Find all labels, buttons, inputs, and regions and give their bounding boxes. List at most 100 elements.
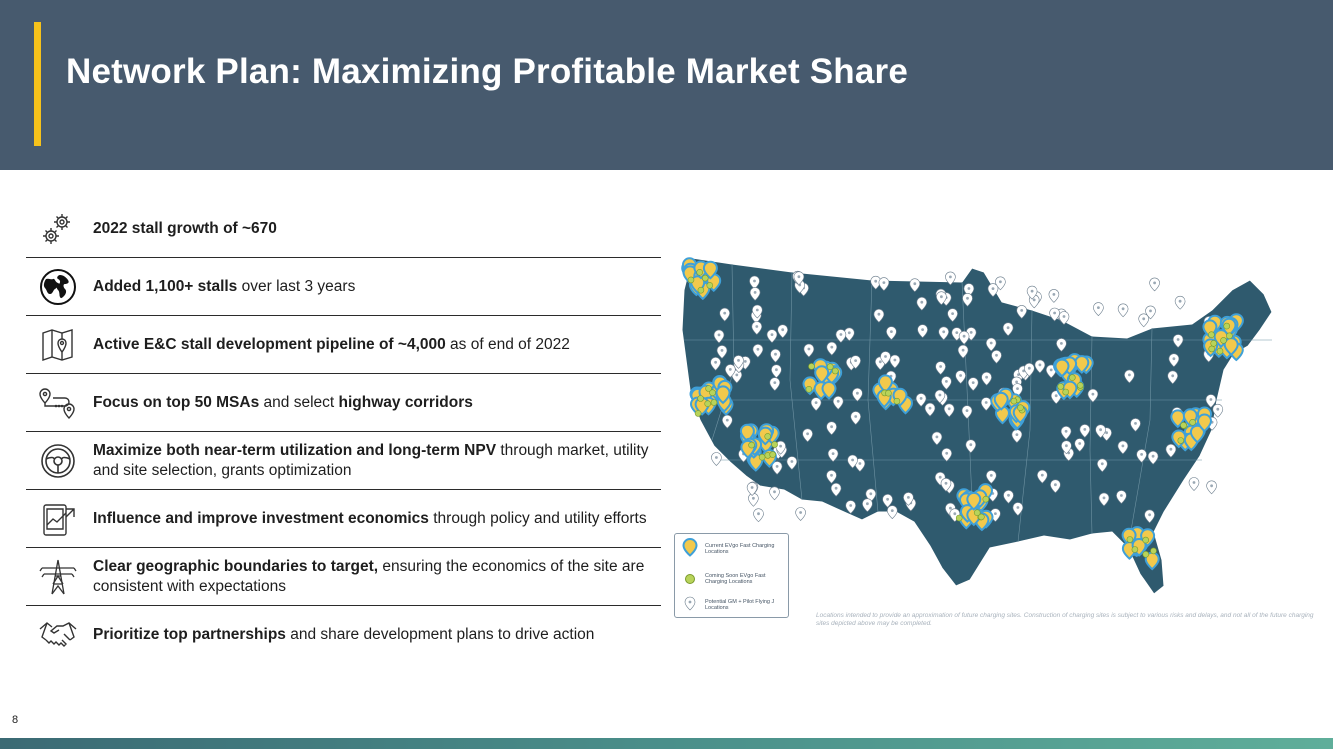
potential-location-pin: [1206, 480, 1218, 495]
footer-bar: [0, 738, 1333, 749]
coming-soon-location-dot: [697, 286, 705, 294]
potential-location-pin: [1092, 302, 1104, 317]
potential-location-pin: [1149, 277, 1161, 292]
coming-soon-location-dot: [694, 410, 702, 417]
coming-soon-location-dot: [826, 363, 834, 370]
us-map-shape: [681, 257, 1273, 595]
potential-location-pin: [769, 486, 780, 501]
coming-soon-location-dot: [1017, 404, 1024, 411]
coming-soon-location-dot: [973, 509, 981, 517]
item-text: Active E&C stall development pipeline of…: [93, 335, 570, 353]
coming-soon-location-dot: [1126, 536, 1134, 543]
globe-icon: [34, 265, 82, 309]
potential-location-pin: [1048, 288, 1060, 303]
current-location-icon: [681, 538, 699, 560]
us-map-graphic: [681, 257, 1273, 595]
coming-soon-location-dot: [1223, 322, 1231, 330]
list-item: Focus on top 50 MSAs and select highway …: [26, 374, 661, 432]
coming-soon-location-dot: [1208, 331, 1215, 338]
map-legend: Current EVgo Fast Charging Locations Com…: [674, 533, 789, 618]
coming-soon-location-dot: [709, 389, 716, 396]
power-tower-icon: [34, 555, 82, 599]
list-item: Influence and improve investment economi…: [26, 490, 661, 548]
coming-soon-location-dot: [771, 441, 778, 448]
strategy-list: 2022 stall growth of ~670 Added 1,100+ s…: [26, 200, 661, 664]
coming-soon-location-icon: [681, 568, 699, 590]
list-item: 2022 stall growth of ~670: [26, 200, 661, 258]
coming-soon-location-dot: [1142, 550, 1150, 558]
coming-soon-location-dot: [885, 389, 892, 397]
coming-soon-location-dot: [705, 385, 712, 392]
accent-bar: [34, 22, 41, 146]
handshake-icon: [34, 613, 82, 657]
coming-soon-location-dot: [1210, 340, 1218, 347]
charging-pins: [681, 257, 1244, 571]
potential-location-pin: [1117, 303, 1129, 318]
item-text: Added 1,100+ stalls over last 3 years: [93, 277, 356, 295]
coming-soon-location-dot: [704, 400, 712, 407]
coming-soon-location-dot: [697, 395, 704, 402]
map-disclaimer: Locations intended to provide an approxi…: [816, 612, 1314, 627]
tablet-chart-icon: [34, 497, 82, 541]
coming-soon-location-dot: [1142, 536, 1150, 544]
legend-potential-label: Potential GM + Pilot Flying J Locations: [705, 598, 775, 612]
coming-soon-location-dot: [1208, 345, 1216, 353]
route-icon: [34, 381, 82, 425]
coming-soon-location-dot: [687, 276, 695, 284]
coming-soon-location-dot: [706, 282, 714, 289]
coming-soon-location-dot: [1189, 419, 1196, 426]
coming-soon-location-dot: [769, 451, 776, 458]
coming-soon-location-dot: [805, 386, 813, 393]
potential-location-icon: [681, 594, 699, 616]
item-text: Focus on top 50 MSAs and select highway …: [93, 393, 473, 411]
coming-soon-location-dot: [955, 514, 963, 522]
page-title: Network Plan: Maximizing Profitable Mark…: [66, 52, 909, 91]
item-text: 2022 stall growth of ~670: [93, 219, 277, 237]
item-text: Influence and improve investment economi…: [93, 509, 647, 527]
steering-wheel-icon: [34, 439, 82, 483]
potential-location-pin: [1174, 295, 1186, 310]
gears-icon: [34, 207, 82, 251]
legend-coming-soon-label: Coming Soon EVgo Fast Charging Locations: [705, 572, 766, 586]
coming-soon-location-dot: [893, 397, 901, 405]
coming-soon-location-dot: [832, 367, 839, 375]
coming-soon-location-dot: [1216, 347, 1224, 355]
coming-soon-location-dot: [758, 453, 766, 461]
coming-soon-location-dot: [808, 363, 815, 370]
coming-soon-location-dot: [1177, 437, 1185, 444]
potential-location-pin: [1188, 477, 1200, 491]
coming-soon-location-dot: [1057, 383, 1065, 390]
potential-location-pin: [886, 505, 898, 520]
coming-soon-location-dot: [696, 268, 704, 276]
coming-soon-location-dot: [1010, 397, 1018, 405]
coming-soon-location-dot: [1062, 388, 1070, 396]
list-item: Prioritize top partnerships and share de…: [26, 606, 661, 664]
potential-location-pin: [753, 508, 764, 523]
us-charging-map: [672, 250, 1284, 605]
list-item: Maximize both near-term utilization and …: [26, 432, 661, 490]
coming-soon-location-dot: [710, 399, 718, 406]
coming-soon-location-dot: [1068, 374, 1076, 381]
coming-soon-location-dot: [978, 513, 985, 521]
item-text: Prioritize top partnerships and share de…: [93, 626, 595, 643]
item-text: Maximize both near-term utilization and …: [93, 441, 649, 479]
legend-current-label: Current EVgo Fast Charging Locations: [705, 542, 775, 556]
potential-location-pin: [710, 452, 722, 466]
list-item: Active E&C stall development pipeline of…: [26, 316, 661, 374]
legend-coming-soon: Coming Soon EVgo Fast Charging Locations: [681, 568, 777, 590]
coming-soon-location-dot: [764, 433, 771, 440]
coming-soon-location-dot: [1076, 382, 1084, 389]
potential-location-pin: [747, 492, 759, 507]
coming-soon-location-dot: [1226, 332, 1233, 340]
coming-soon-location-dot: [1150, 547, 1157, 555]
coming-soon-location-dot: [1180, 422, 1187, 429]
list-item: Added 1,100+ stalls over last 3 years: [26, 258, 661, 316]
legend-potential: Potential GM + Pilot Flying J Locations: [681, 594, 777, 616]
map-pin-icon: [34, 323, 82, 367]
legend-current: Current EVgo Fast Charging Locations: [681, 538, 777, 560]
potential-location-pin: [795, 507, 807, 521]
coming-soon-location-dot: [1131, 546, 1139, 553]
list-item: Clear geographic boundaries to target, e…: [26, 548, 661, 606]
potential-location-pin: [1138, 313, 1150, 328]
coming-soon-location-dot: [748, 441, 755, 449]
